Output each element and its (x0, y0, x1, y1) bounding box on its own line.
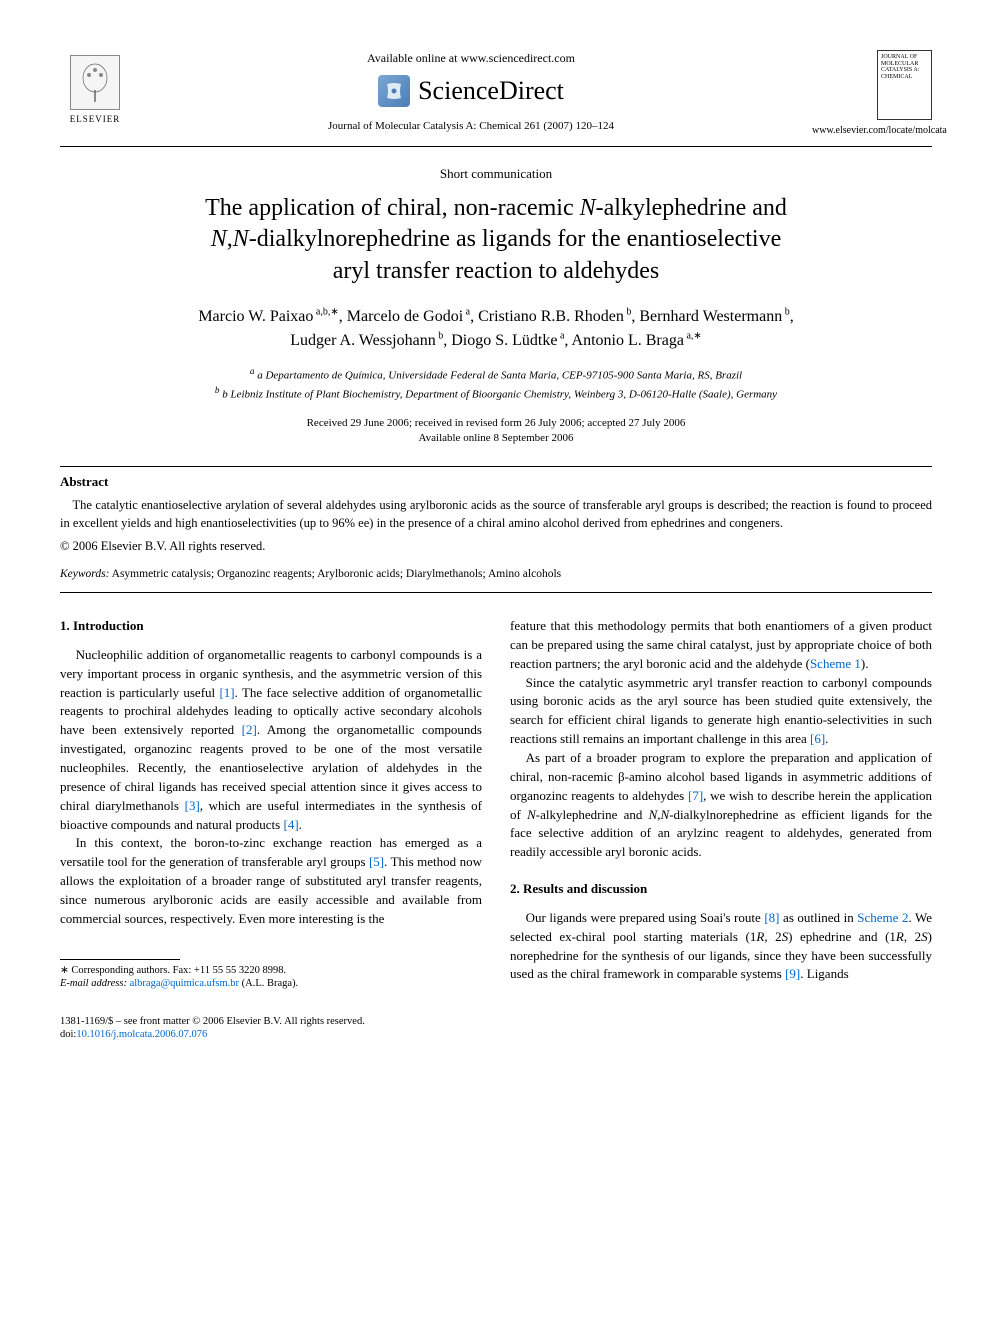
footer-copyright: 1381-1169/$ – see front matter © 2006 El… (60, 1015, 932, 1029)
abstract-text: The catalytic enantioselective arylation… (60, 497, 932, 532)
left-column: 1. Introduction Nucleophilic addition of… (60, 617, 482, 991)
abstract-heading: Abstract (60, 473, 932, 491)
ref-link-7[interactable]: [7] (688, 788, 703, 803)
ref-link-5[interactable]: [5] (369, 854, 384, 869)
authors-line-2: Ludger A. Wessjohann b, Diogo S. Lüdtke … (290, 332, 702, 349)
sciencedirect-brand: ScienceDirect (130, 73, 812, 109)
center-header: Available online at www.sciencedirect.co… (130, 50, 812, 135)
corresponding-text: ∗ Corresponding authors. Fax: +11 55 55 … (60, 964, 482, 978)
email-line: E-mail address: albraga@quimica.ufsm.br … (60, 977, 482, 991)
email-label: E-mail address: (60, 978, 127, 989)
received-date: Received 29 June 2006; received in revis… (60, 416, 932, 431)
publisher-header: ELSEVIER Available online at www.science… (60, 50, 932, 138)
ref-link-8[interactable]: [8] (764, 910, 779, 925)
right-column: feature that this methodology permits th… (510, 617, 932, 991)
intro-paragraph-3: feature that this methodology permits th… (510, 617, 932, 674)
elsevier-text: ELSEVIER (70, 113, 121, 126)
elsevier-tree-icon (70, 55, 120, 110)
body-columns: 1. Introduction Nucleophilic addition of… (60, 617, 932, 991)
footnote-separator (60, 959, 180, 960)
footer-doi: doi:10.1016/j.molcata.2006.07.076 (60, 1028, 932, 1042)
keywords-label: Keywords: (60, 568, 109, 580)
scheme-link-2[interactable]: Scheme 2 (857, 910, 908, 925)
ref-link-2[interactable]: [2] (242, 722, 257, 737)
intro-paragraph-1: Nucleophilic addition of organometallic … (60, 646, 482, 834)
journal-cover-text: JOURNAL OF MOLECULAR CATALYSIS A: CHEMIC… (881, 54, 928, 80)
results-paragraph-1: Our ligands were prepared using Soai's r… (510, 909, 932, 984)
title-line-2: N,N-dialkylnorephedrine as ligands for t… (211, 226, 782, 252)
ref-link-4[interactable]: [4] (283, 817, 298, 832)
ref-link-9[interactable]: [9] (785, 966, 800, 981)
introduction-heading: 1. Introduction (60, 617, 482, 636)
page-footer: 1381-1169/$ – see front matter © 2006 El… (60, 1015, 932, 1042)
article-title: The application of chiral, non-racemic N… (60, 193, 932, 287)
keywords-line: Keywords: Asymmetric catalysis; Organozi… (60, 566, 932, 582)
keywords-text: Asymmetric catalysis; Organozinc reagent… (112, 568, 561, 580)
ref-link-1[interactable]: [1] (219, 685, 234, 700)
abstract-copyright: © 2006 Elsevier B.V. All rights reserved… (60, 538, 932, 556)
intro-paragraph-4: Since the catalytic asymmetric aryl tran… (510, 674, 932, 749)
journal-reference: Journal of Molecular Catalysis A: Chemic… (130, 119, 812, 134)
available-online-text: Available online at www.sciencedirect.co… (130, 50, 812, 67)
title-line-1: The application of chiral, non-racemic N… (205, 195, 787, 221)
elsevier-logo: ELSEVIER (60, 50, 130, 130)
affiliation-a: a a Departamento de Química, Universidad… (60, 365, 932, 384)
article-type: Short communication (60, 165, 932, 183)
ref-link-6[interactable]: [6] (810, 731, 825, 746)
available-date: Available online 8 September 2006 (60, 431, 932, 446)
title-line-3: aryl transfer reaction to aldehydes (333, 258, 660, 284)
authors-block: Marcio W. Paixao a,b,∗, Marcelo de Godoi… (60, 305, 932, 354)
email-suffix: (A.L. Braga). (242, 978, 299, 989)
authors-line-1: Marcio W. Paixao a,b,∗, Marcelo de Godoi… (198, 308, 793, 325)
doi-link[interactable]: 10.1016/j.molcata.2006.07.076 (76, 1029, 207, 1040)
journal-logo-block: JOURNAL OF MOLECULAR CATALYSIS A: CHEMIC… (812, 50, 932, 138)
abstract-top-rule (60, 466, 932, 467)
doi-label: doi: (60, 1029, 76, 1040)
scheme-link-1[interactable]: Scheme 1 (810, 656, 861, 671)
journal-url: www.elsevier.com/locate/molcata (812, 124, 932, 138)
affiliations: a a Departamento de Química, Universidad… (60, 365, 932, 403)
journal-cover-icon: JOURNAL OF MOLECULAR CATALYSIS A: CHEMIC… (877, 50, 932, 120)
affiliation-b: b b Leibniz Institute of Plant Biochemis… (60, 384, 932, 403)
email-link[interactable]: albraga@quimica.ufsm.br (130, 978, 239, 989)
sciencedirect-text: ScienceDirect (418, 73, 564, 109)
article-dates: Received 29 June 2006; received in revis… (60, 416, 932, 447)
sciencedirect-icon (378, 75, 410, 107)
intro-paragraph-5: As part of a broader program to explore … (510, 749, 932, 862)
corresponding-author-footnote: ∗ Corresponding authors. Fax: +11 55 55 … (60, 964, 482, 991)
results-heading: 2. Results and discussion (510, 880, 932, 899)
abstract-bottom-rule (60, 592, 932, 593)
intro-paragraph-2: In this context, the boron-to-zinc excha… (60, 834, 482, 928)
ref-link-3[interactable]: [3] (185, 798, 200, 813)
header-rule (60, 146, 932, 147)
